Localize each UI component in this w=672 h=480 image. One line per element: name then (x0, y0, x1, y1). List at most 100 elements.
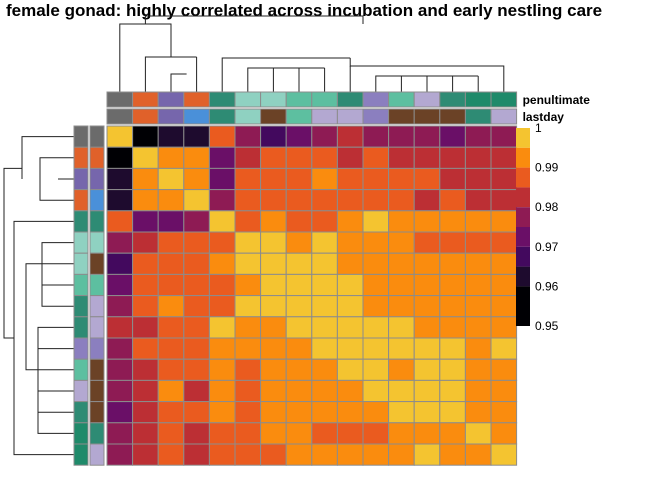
heatmap-cell (362, 125, 390, 148)
column-annotation-cell (388, 91, 415, 108)
heatmap-cell (260, 401, 287, 424)
row-dendrogram-branch (3, 167, 22, 339)
heatmap-cell (157, 295, 185, 318)
heatmap-cell (183, 252, 210, 275)
heatmap-cell (132, 316, 159, 339)
heatmap-cell (234, 273, 262, 297)
heatmap-cell (106, 125, 134, 148)
heatmap-cell (260, 167, 287, 191)
heatmap-cell (183, 316, 210, 339)
row-annotation-cell (89, 401, 105, 424)
heatmap-cells (106, 125, 518, 466)
column-annotation-cell (413, 108, 441, 125)
column-annotation-cell (362, 108, 390, 125)
column-annotation-cell (106, 91, 134, 108)
heatmap-cell (285, 295, 313, 318)
legend-tick-label: 0.99 (535, 161, 559, 175)
heatmap-cell (157, 379, 185, 403)
heatmap-cell (311, 295, 338, 318)
heatmap-cell (336, 316, 364, 339)
heatmap-cell (464, 443, 492, 466)
heatmap-cell (285, 401, 313, 424)
heatmap-cell (362, 146, 390, 169)
heatmap-cell (413, 443, 441, 466)
heatmap-cell (439, 231, 466, 254)
heatmap-cell (285, 443, 313, 466)
heatmap-cell (132, 295, 159, 318)
heatmap-cell (285, 422, 313, 445)
heatmap-cell (157, 252, 185, 275)
heatmap-cell (157, 189, 185, 212)
heatmap-cell (132, 422, 159, 445)
row-dendrogram-branch (13, 220, 74, 456)
row-annotation-cell (89, 210, 105, 233)
heatmap-cell (388, 379, 415, 403)
column-dendrogram-branch (247, 67, 325, 92)
column-dendrogram-branch (144, 56, 197, 92)
legend-swatch (516, 167, 530, 188)
heatmap-cell (439, 210, 466, 233)
heatmap-cell (260, 358, 287, 381)
heatmap-cell (132, 167, 159, 191)
heatmap-cell (388, 167, 415, 191)
heatmap-cell (336, 252, 364, 275)
column-annotation-cell (208, 108, 236, 125)
column-dendrogram (119, 15, 505, 92)
heatmap-cell (336, 337, 364, 360)
heatmap-cell (336, 273, 364, 297)
row-annotation-cell (73, 443, 89, 466)
row-annotation-cell (89, 337, 105, 360)
column-dendrogram-branch (375, 75, 479, 92)
row-dendrogram-branch (25, 263, 42, 371)
heatmap-cell (157, 273, 185, 297)
heatmap-cell (234, 422, 262, 445)
legend-swatch (516, 246, 530, 267)
row-annotation-cell (73, 231, 89, 254)
heatmap-cell (285, 337, 313, 360)
heatmap-cell (234, 443, 262, 466)
legend-swatch (516, 227, 530, 247)
heatmap-cell (260, 252, 287, 275)
column-annotation-cell (132, 91, 159, 108)
heatmap-cell (439, 295, 466, 318)
heatmap-cell (413, 125, 441, 148)
heatmap-cell (208, 189, 236, 212)
heatmap-cell (311, 125, 338, 148)
column-annotation-cell (439, 91, 466, 108)
row-annotation-cell (73, 358, 89, 381)
heatmap-cell (490, 379, 518, 403)
heatmap-cell (336, 189, 364, 212)
row-annotation-cell (89, 252, 105, 275)
heatmap-cell (234, 379, 262, 403)
heatmap-cell (183, 401, 210, 424)
legend-tick-label: 0.96 (535, 279, 559, 293)
heatmap-cell (285, 358, 313, 381)
heatmap-cell (311, 189, 338, 212)
heatmap-cell (260, 379, 287, 403)
heatmap-cell (336, 146, 364, 169)
heatmap-cell (132, 401, 159, 424)
heatmap-cell (311, 167, 338, 191)
column-dendrogram-branch (221, 57, 351, 92)
row-annotation-cell (89, 443, 105, 466)
heatmap-cell (106, 273, 134, 297)
heatmap-cell (234, 295, 262, 318)
heatmap-cell (439, 273, 466, 297)
heatmap-cell (157, 146, 185, 169)
column-annotation-cell (157, 91, 185, 108)
column-annotation-cell (260, 108, 287, 125)
column-annotation-cell (336, 91, 364, 108)
heatmap-cell (132, 273, 159, 297)
heatmap-cell (234, 125, 262, 148)
heatmap-cell (490, 252, 518, 275)
row-annotation-cell (73, 316, 89, 339)
heatmap-cell (132, 252, 159, 275)
column-dendrogram-branch (170, 73, 187, 92)
row-dendrogram-branch (21, 136, 74, 179)
heatmap-cell (439, 125, 466, 148)
heatmap-cell (157, 210, 185, 233)
heatmap-cell (362, 358, 390, 381)
heatmap-cell (234, 337, 262, 360)
heatmap-cell (106, 401, 134, 424)
row-dendrogram (3, 136, 74, 456)
